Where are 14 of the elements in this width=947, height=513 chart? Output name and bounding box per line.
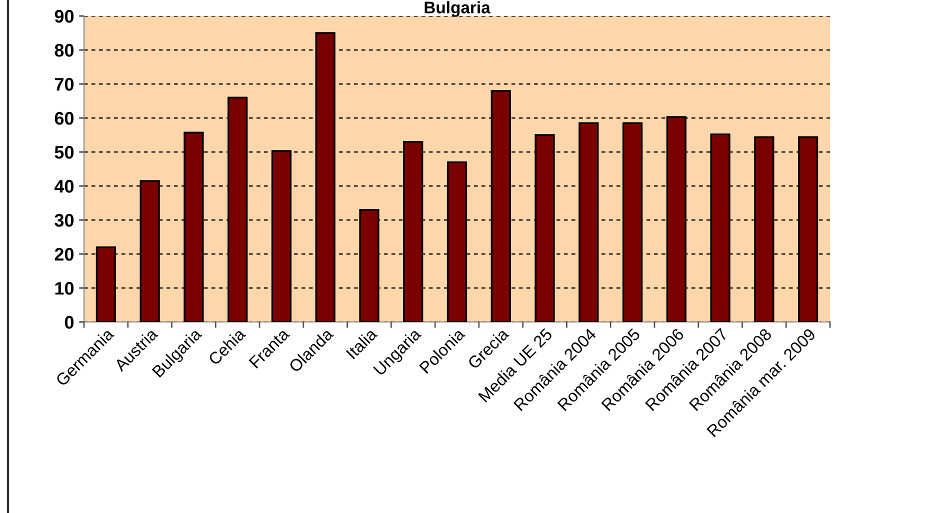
y-tick-label: 10 <box>55 282 74 295</box>
y-tick-label: 70 <box>54 78 74 91</box>
y-tick-label: 30 <box>54 214 74 227</box>
y-tick-label: 60 <box>54 112 74 125</box>
y-tick-label: 80 <box>54 44 74 57</box>
bar <box>271 150 292 322</box>
y-tick-label: 0 <box>64 316 74 329</box>
y-tick-label: 40 <box>54 180 74 193</box>
y-tick-label: 90 <box>54 10 74 23</box>
bar <box>578 122 599 322</box>
chart-title: Bulgaria <box>424 1 490 17</box>
y-tick-label: 50 <box>54 146 74 159</box>
y-tick-label: 20 <box>54 248 74 261</box>
bar <box>315 32 336 322</box>
